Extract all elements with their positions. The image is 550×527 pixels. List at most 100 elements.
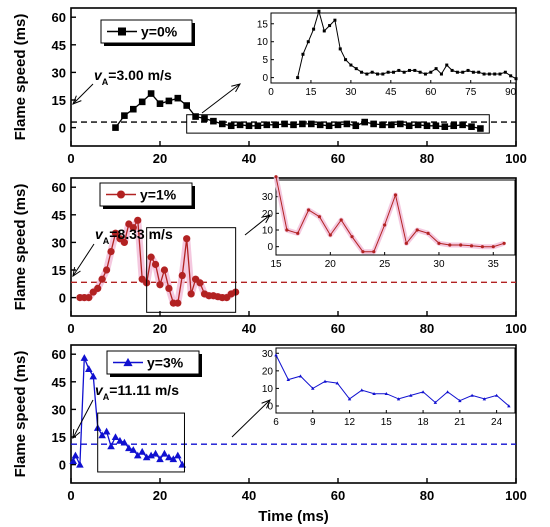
inset-data-point (433, 400, 438, 404)
data-point (352, 122, 360, 130)
annotation-arrow-head (72, 267, 81, 278)
data-point (272, 121, 279, 129)
data-point (174, 451, 182, 459)
data-point (414, 121, 422, 129)
data-point (361, 118, 368, 126)
data-point (468, 123, 475, 130)
data-point (183, 102, 190, 109)
inset-frame (275, 179, 516, 256)
plot-frame (70, 177, 517, 317)
inset-data-point (397, 68, 401, 72)
inset-x-tick-label: 35 (488, 259, 500, 270)
data-point (254, 122, 262, 130)
inset-data-point (384, 391, 389, 396)
data-point (316, 121, 324, 129)
inset-data-point (450, 68, 454, 72)
legend-label: y=3% (147, 355, 184, 371)
data-point (388, 121, 395, 129)
inset-data-point (360, 388, 364, 392)
data-point (147, 90, 155, 97)
x-tick-label: 20 (153, 488, 167, 503)
data-point (187, 290, 195, 298)
inset-data-point (328, 24, 332, 28)
inset-data-point (421, 390, 425, 394)
inset-y-tick-label: 0 (267, 242, 273, 253)
y-tick-label: 30 (52, 65, 66, 80)
legend: y=0% (100, 19, 195, 46)
data-point (151, 449, 160, 457)
data-point (129, 224, 137, 232)
y-tick-label: 30 (52, 235, 66, 250)
data-point (219, 120, 226, 128)
x-tick-label: 0 (67, 151, 74, 166)
inset-data-point (370, 70, 374, 74)
annotation-arrow (72, 399, 94, 439)
inset-x-tick-label: 30 (433, 259, 445, 270)
inset-data-point (437, 241, 441, 245)
inset-series-line (275, 176, 505, 253)
inset-data-point (455, 70, 459, 74)
data-point (397, 120, 404, 128)
inset-data-point (507, 404, 511, 408)
inset-x-tick-label: 30 (345, 87, 357, 98)
data-point (142, 453, 151, 461)
inset-data-point (298, 374, 303, 378)
inset-frame (275, 347, 516, 414)
inset-data-point (477, 70, 481, 74)
inset-x-tick-label: 15 (305, 87, 317, 98)
inset-series-line (275, 354, 510, 407)
data-point (147, 451, 155, 459)
inset-data-point (469, 244, 474, 248)
velocity-annotation: vA=3.00 m/s (94, 67, 172, 87)
data-point (125, 444, 133, 452)
y-tick-label: 60 (52, 180, 66, 195)
data-point (379, 121, 386, 129)
inset-y-tick-label: 10 (262, 384, 274, 395)
data-point (308, 120, 315, 128)
inset-data-point (482, 72, 486, 76)
data-point (138, 447, 146, 455)
inset-data-point (317, 9, 321, 13)
data-point (76, 460, 84, 468)
legend: y=3% (106, 350, 202, 377)
data-point (94, 284, 102, 292)
inset-x-tick-label: 20 (325, 259, 337, 270)
data-point (130, 105, 137, 113)
data-point (85, 365, 93, 372)
inset-y-tick-label: 10 (257, 37, 269, 48)
data-point (107, 248, 115, 256)
data-point (196, 279, 204, 287)
data-point (98, 431, 106, 439)
inset-data-point (396, 397, 401, 401)
data-point (183, 235, 191, 243)
inset-data-point (502, 241, 506, 245)
inset-data-point (372, 250, 376, 254)
inset-y-tick-label: 15 (257, 19, 269, 30)
inset-data-point (482, 397, 487, 401)
inset-arrow (244, 214, 271, 236)
x-tick-label: 60 (331, 488, 345, 503)
inset-data-point (413, 68, 417, 72)
y-tick-label: 45 (52, 38, 66, 53)
inset-data-point (274, 175, 278, 179)
data-point (370, 120, 377, 128)
inset-data-point (407, 68, 411, 72)
legend-marker (117, 190, 125, 199)
plot-frame (70, 344, 517, 484)
data-point (343, 120, 351, 128)
data-point (227, 122, 235, 130)
inset-data-point (317, 215, 322, 219)
legend-box (100, 19, 193, 44)
data-point (441, 123, 449, 130)
x-tick-label: 20 (153, 151, 167, 166)
y-tick-label: 15 (52, 263, 66, 278)
data-point (121, 112, 128, 119)
data-point (89, 372, 98, 380)
data-point (156, 281, 164, 289)
y-tick-label: 0 (59, 121, 66, 136)
inset-x-tick-label: 6 (273, 417, 279, 428)
x-tick-label: 40 (242, 488, 256, 503)
inset-x-tick-label: 24 (491, 417, 503, 428)
